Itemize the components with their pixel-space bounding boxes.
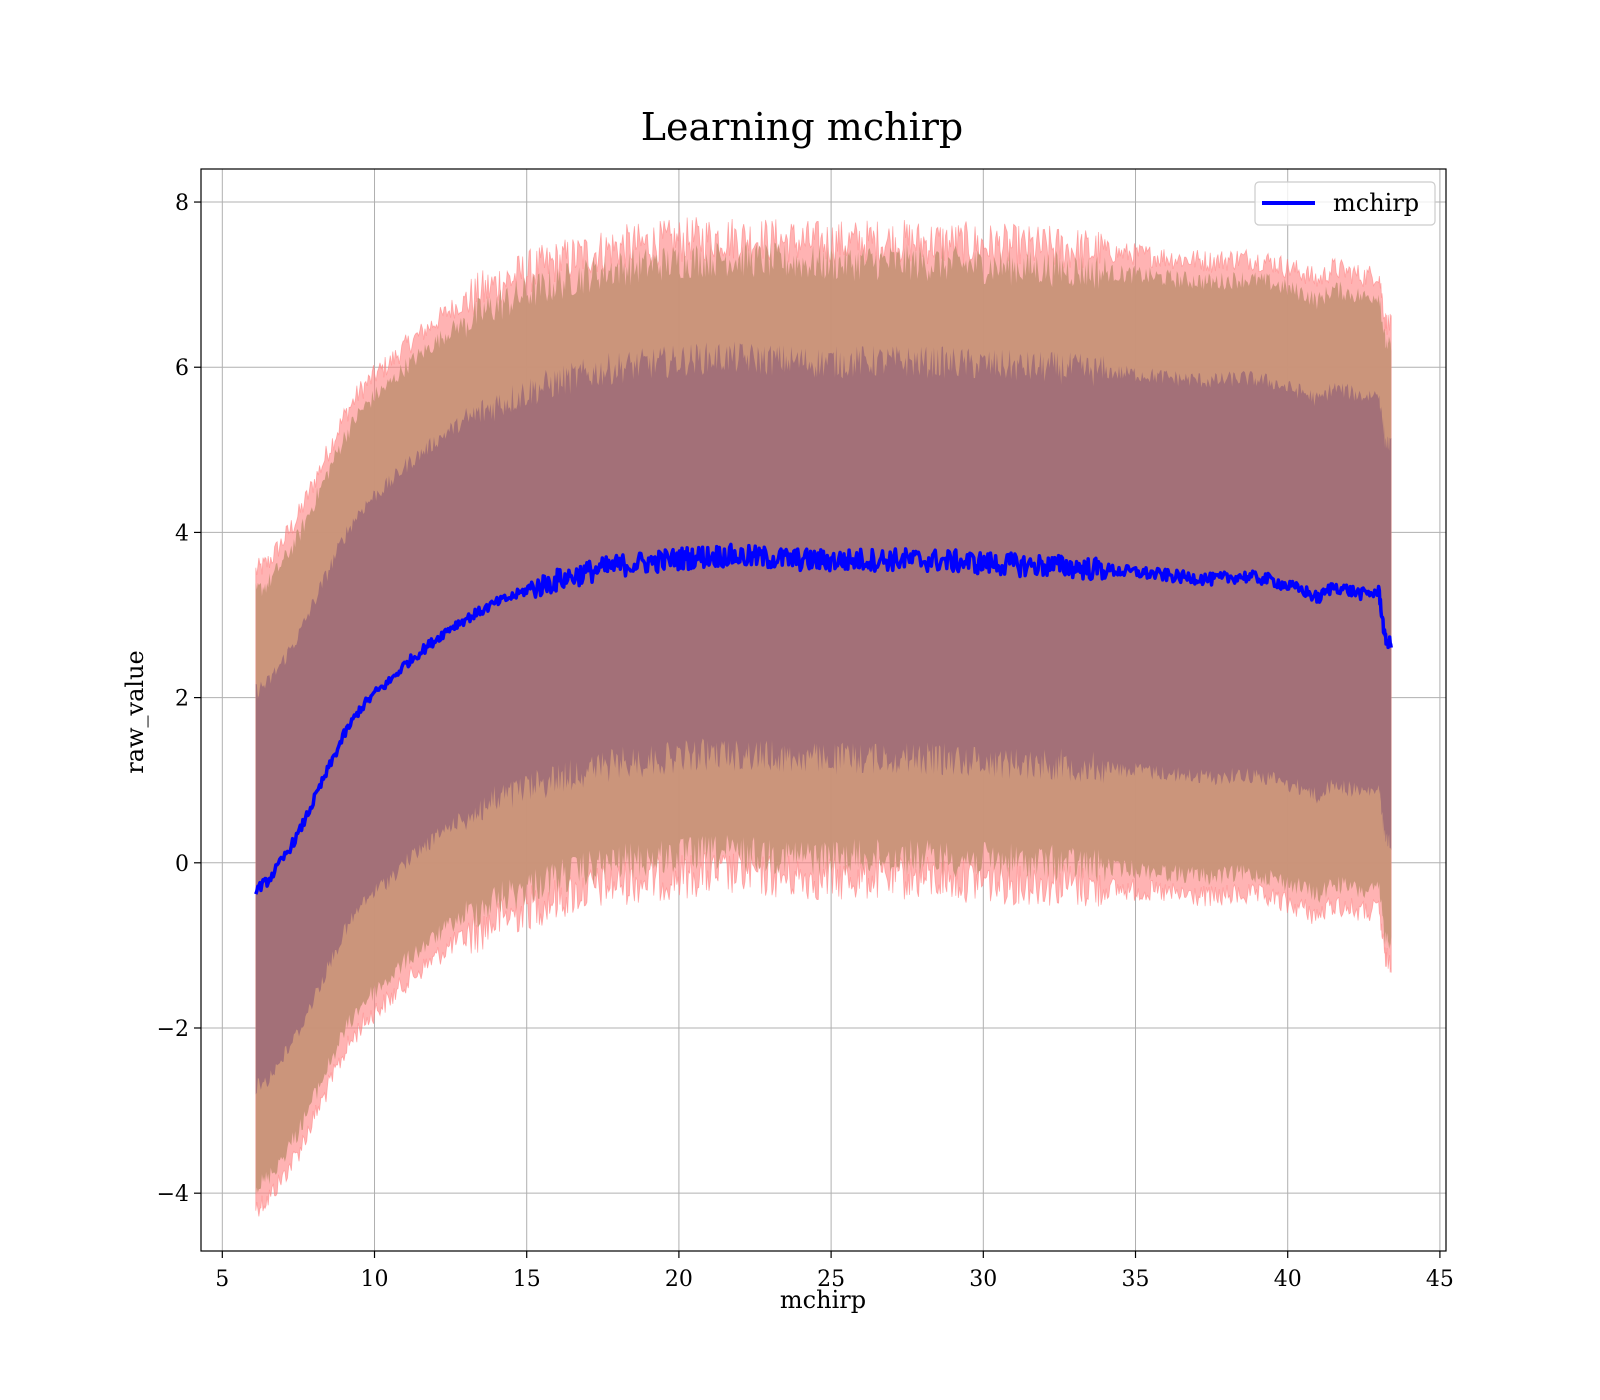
x-tick-label: 40 (1274, 1267, 1302, 1292)
confidence-bands (255, 217, 1392, 1217)
y-tick-label: 4 (175, 521, 189, 546)
plot-frame (200, 168, 1447, 1252)
x-tick-label: 20 (665, 1267, 693, 1292)
y-axis: −4 −2 0 2 4 6 8 (157, 191, 201, 1207)
legend: mchirp (1254, 181, 1436, 226)
x-tick-label: 15 (513, 1267, 541, 1292)
y-tick-label: −2 (157, 1017, 189, 1042)
y-tick-label: 0 (175, 852, 189, 877)
series-line-mchirp (254, 542, 1393, 895)
y-tick-label: 2 (175, 687, 189, 712)
band-inner (255, 341, 1392, 1095)
x-axis-label: mchirp (780, 1286, 866, 1314)
x-axis: 5 10 15 20 25 30 35 40 45 (215, 1251, 1454, 1292)
y-tick-label: 6 (175, 356, 189, 381)
y-tick-label: 8 (175, 191, 189, 216)
x-tick-label: 10 (361, 1267, 389, 1292)
y-tick-label: −4 (157, 1182, 189, 1207)
legend-label: mchirp (1333, 189, 1419, 217)
x-tick-label: 45 (1426, 1267, 1454, 1292)
series-lines (254, 542, 1393, 895)
legend-box (1254, 181, 1436, 226)
x-tick-label: 30 (969, 1267, 997, 1292)
x-tick-label: 35 (1122, 1267, 1150, 1292)
y-axis-label: raw_value (121, 650, 149, 774)
chart-title: Learning mchirp (641, 105, 963, 149)
x-tick-label: 5 (215, 1267, 229, 1292)
x-tick-label: 25 (817, 1267, 845, 1292)
